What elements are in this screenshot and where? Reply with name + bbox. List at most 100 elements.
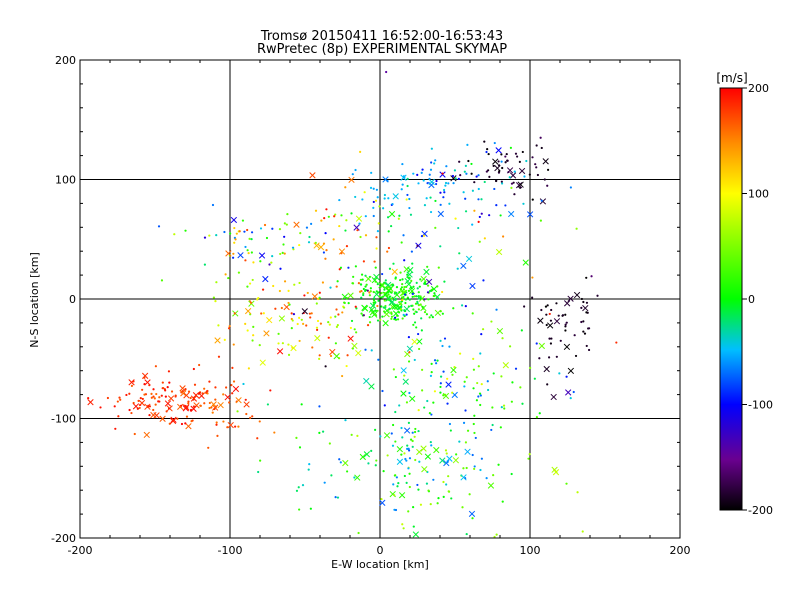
data-point-dot [340, 214, 343, 217]
data-point-dot [523, 305, 526, 308]
data-point-dot [407, 510, 410, 513]
data-point-dot [473, 465, 476, 468]
data-point-dot [456, 267, 459, 270]
data-point-dot [534, 163, 537, 166]
data-point-dot [472, 387, 475, 390]
data-point-dot [203, 402, 206, 405]
data-point-cross [301, 308, 308, 315]
data-point-dot [184, 388, 187, 391]
data-point-cross [450, 175, 457, 182]
data-point-dot [327, 215, 330, 218]
data-point-dot [359, 235, 362, 239]
data-point-dot [436, 502, 439, 505]
data-point-dot [417, 332, 420, 336]
data-point-dot [354, 195, 357, 199]
data-point-cross [496, 327, 504, 335]
data-point-dot [354, 265, 357, 268]
data-point-dot [380, 292, 383, 295]
data-point-dot [465, 466, 468, 470]
data-point-dot [342, 306, 346, 309]
data-point-dot [468, 493, 471, 496]
data-point-dot [372, 299, 376, 302]
data-point-dot [430, 161, 433, 164]
data-point-dot [425, 197, 428, 200]
data-point-dot [433, 292, 436, 295]
data-point-dot [214, 300, 217, 303]
data-point-cross [164, 400, 172, 407]
data-point-dot [491, 406, 494, 409]
data-point-dot [293, 283, 296, 286]
data-point-dot [504, 204, 507, 207]
data-point-dot [152, 388, 155, 391]
data-point-dot [416, 300, 419, 303]
data-point-cross [379, 499, 386, 506]
data-point-cross [465, 255, 473, 263]
data-point-cross [138, 399, 146, 407]
data-point-dot [587, 348, 591, 352]
data-point-dot [580, 306, 583, 309]
data-point-dot [405, 198, 408, 201]
data-point-dot [246, 249, 249, 252]
data-point-dot [412, 323, 415, 326]
data-point-dot [426, 265, 429, 268]
data-point-dot [426, 182, 429, 185]
data-point-dot [402, 288, 406, 291]
data-point-dot [544, 305, 548, 308]
data-point-dot [403, 176, 406, 179]
data-point-cross [522, 259, 529, 266]
data-point-dot [408, 351, 411, 354]
data-point-dot [401, 162, 404, 166]
data-point-dot [329, 286, 332, 289]
data-point-dot [464, 441, 468, 444]
data-point-cross [276, 348, 284, 355]
data-point-dot [462, 191, 465, 194]
data-point-dot [430, 371, 433, 374]
data-point-dot [350, 319, 354, 323]
data-point-dot [581, 530, 584, 533]
data-point-dot [285, 223, 288, 226]
data-point-dot [208, 234, 211, 237]
data-point-dot [431, 288, 434, 291]
data-point-dot [270, 261, 273, 264]
data-point-dot [536, 173, 540, 177]
data-point-dot [439, 191, 442, 194]
data-point-dot [415, 295, 418, 298]
data-point-dot [192, 405, 196, 408]
data-point-dot [328, 323, 331, 326]
data-point-dot [198, 363, 201, 367]
data-point-dot [118, 396, 121, 399]
data-point-cross [354, 474, 361, 481]
data-point-dot [522, 202, 525, 205]
data-point-dot [447, 475, 450, 478]
data-point-dot [150, 396, 153, 399]
data-point-cross [526, 211, 534, 218]
data-point-dot [529, 366, 532, 370]
data-point-dot [360, 273, 364, 276]
data-point-dot [374, 464, 377, 467]
data-point-dot [407, 289, 411, 293]
data-point-cross [468, 510, 476, 518]
data-point-dot [132, 401, 135, 405]
data-point-dot [425, 313, 429, 316]
data-point-dot [399, 308, 403, 311]
data-point-dot [499, 426, 502, 429]
data-point-dot [266, 403, 270, 406]
data-point-dot [309, 316, 312, 319]
data-point-dot [298, 243, 301, 247]
data-point-dot [283, 222, 286, 225]
data-point-dot [390, 297, 393, 300]
data-point-dot [448, 202, 451, 205]
data-point-dot [583, 332, 587, 335]
data-point-dot [501, 337, 504, 340]
data-point-dot [147, 404, 150, 407]
data-point-dot [401, 283, 404, 286]
data-point-dot [558, 372, 561, 375]
y-tick-label: 0 [69, 293, 76, 306]
data-point-dot [500, 153, 503, 156]
data-point-dot [419, 278, 422, 281]
data-point-dot [504, 161, 507, 164]
data-point-dot [548, 312, 551, 316]
data-point-dot [160, 394, 163, 397]
data-point-dot [479, 352, 482, 355]
data-point-dot [510, 472, 513, 476]
